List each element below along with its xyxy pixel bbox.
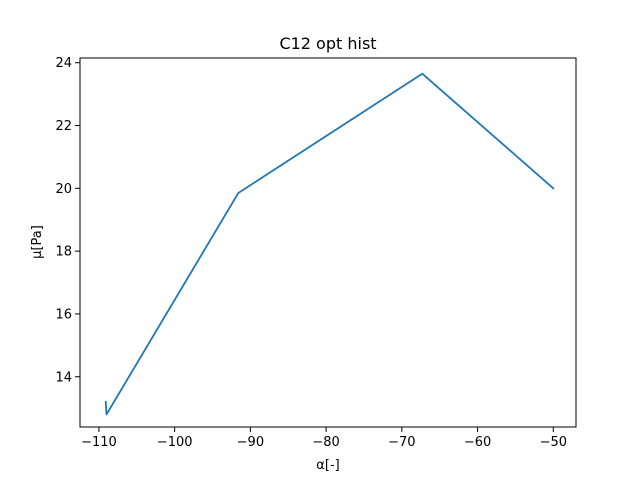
y-tick-label: 22	[55, 119, 72, 134]
x-tick-label: −60	[464, 435, 491, 450]
y-tick-label: 24	[55, 56, 72, 71]
x-tick-label: −50	[540, 435, 567, 450]
y-tick-label: 16	[55, 307, 72, 322]
y-axis-label: μ[Pa]	[30, 225, 45, 259]
y-tick-label: 18	[55, 245, 72, 260]
x-tick-label: −110	[81, 435, 117, 450]
x-tick-label: −80	[312, 435, 339, 450]
plot-frame	[79, 57, 577, 428]
x-tick-label: −90	[237, 435, 264, 450]
series-line	[104, 72, 555, 416]
x-axis-label: α[-]	[316, 458, 339, 473]
y-tick-label: 14	[55, 370, 72, 385]
x-tick-label: −70	[388, 435, 415, 450]
plot-area	[104, 72, 555, 416]
chart-title: C12 opt hist	[279, 34, 376, 53]
x-tick-label: −100	[157, 435, 193, 450]
x-axis: −110 −100 −90 −80 −70 −60 −50	[81, 427, 567, 450]
y-tick-label: 20	[55, 182, 72, 197]
y-axis: 14 16 18 20 22 24	[55, 56, 80, 385]
